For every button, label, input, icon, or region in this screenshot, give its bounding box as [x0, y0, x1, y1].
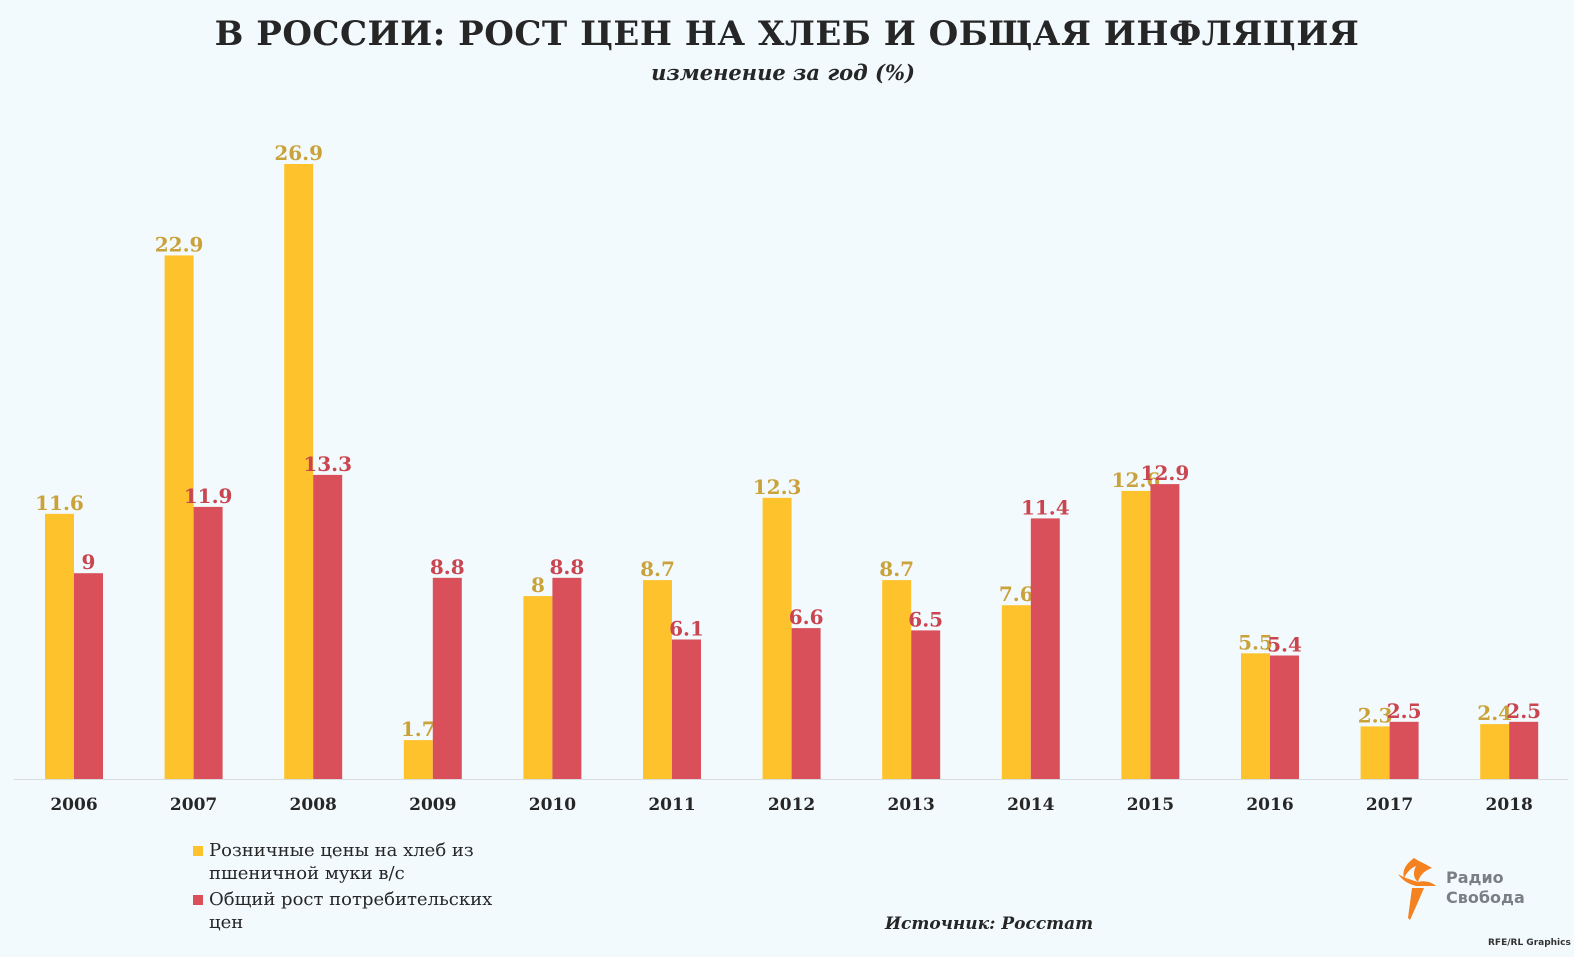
bar-bread-2006 [45, 513, 74, 779]
x-tick-label-2017: 2017 [1366, 795, 1413, 815]
x-tick-label-2011: 2011 [648, 795, 695, 815]
data-label-cpi-2006: 9 [82, 550, 96, 574]
data-label-bread-2012: 12.3 [753, 475, 802, 499]
chart-subtitle: изменение за год (%) [651, 60, 915, 85]
bar-cpi-2015 [1150, 484, 1180, 779]
bar-cpi-2014 [1030, 518, 1060, 779]
data-label-bread-2016: 5.5 [1238, 630, 1273, 654]
legend-label-bread: Розничные цены на хлеб из пшеничной муки… [209, 840, 474, 884]
bar-bread-2015 [1121, 490, 1151, 779]
data-label-bread-2013: 8.7 [879, 557, 914, 581]
bar-bread-2016 [1241, 653, 1270, 779]
graphics-credit: RFE/RL Graphics [1488, 938, 1571, 948]
legend-swatch-cpi [193, 895, 203, 905]
data-label-cpi-2015: 12.9 [1141, 461, 1190, 485]
bar-bread-2010 [523, 596, 553, 779]
data-label-cpi-2013: 6.5 [908, 607, 943, 631]
bar-cpi-2007 [193, 506, 223, 779]
x-tick-label-2010: 2010 [529, 795, 576, 815]
data-label-cpi-2017: 2.5 [1387, 699, 1422, 723]
bar-bread-2009 [403, 740, 433, 779]
bar-cpi-2008 [313, 474, 343, 779]
source-note: Источник: Росстат [885, 914, 1094, 934]
logo-line-1: Радио [1446, 868, 1504, 887]
bar-cpi-2016 [1270, 655, 1299, 779]
bar-bread-2008 [284, 164, 314, 779]
data-label-cpi-2014: 11.4 [1021, 495, 1070, 519]
bar-cpi-2017 [1389, 721, 1419, 779]
x-tick-label-2016: 2016 [1246, 795, 1293, 815]
x-tick-label-2015: 2015 [1127, 795, 1174, 815]
bar-cpi-2018 [1509, 721, 1539, 779]
data-label-cpi-2012: 6.6 [789, 605, 824, 629]
bar-chart: 11.6 9 2006 22.9 11.9 2007 26.9 13.3 2008 1.7 8.8 2… [14, 141, 1568, 815]
data-label-cpi-2008: 13.3 [303, 452, 352, 476]
bar-bread-2011 [643, 580, 672, 779]
chart-title: В РОССИИ: РОСТ ЦЕН НА ХЛЕБ И ОБЩАЯ ИНФЛЯ… [214, 14, 1360, 54]
data-label-bread-2018: 2.4 [1477, 701, 1512, 725]
bar-cpi-2010 [552, 577, 582, 779]
x-tick-label-2006: 2006 [50, 795, 97, 815]
bar-cpi-2011 [672, 639, 701, 779]
radio-svoboda-logo: Радио Свобода [1392, 850, 1532, 925]
data-label-bread-2011: 8.7 [640, 557, 675, 581]
data-label-bread-2017: 2.3 [1358, 703, 1393, 727]
logo-line-2: Свобода [1446, 888, 1525, 907]
legend-label-cpi: Общий рост потребительских цен [209, 889, 493, 933]
data-label-cpi-2016: 5.4 [1267, 633, 1302, 657]
data-label-bread-2008: 26.9 [274, 141, 323, 165]
data-label-cpi-2007: 11.9 [184, 484, 233, 508]
bar-bread-2017 [1360, 726, 1390, 779]
logo-text: Радио Свобода [1446, 868, 1525, 908]
data-label-bread-2007: 22.9 [155, 232, 204, 256]
data-label-bread-2010: 8 [531, 573, 545, 597]
x-tick-label-2008: 2008 [290, 795, 337, 815]
data-label-cpi-2011: 6.1 [669, 617, 704, 641]
bar-bread-2014 [1001, 605, 1031, 779]
x-tick-label-2018: 2018 [1486, 795, 1533, 815]
x-tick-label-2014: 2014 [1007, 795, 1054, 815]
data-label-cpi-2009: 8.8 [430, 555, 465, 579]
bar-cpi-2012 [791, 628, 821, 779]
bar-bread-2012 [762, 497, 792, 779]
data-label-bread-2006: 11.6 [35, 491, 84, 515]
bar-bread-2007 [164, 255, 194, 779]
x-tick-label-2007: 2007 [170, 795, 217, 815]
data-label-cpi-2010: 8.8 [550, 555, 585, 579]
bar-cpi-2006 [74, 573, 103, 779]
data-label-bread-2009: 1.7 [401, 717, 436, 741]
bar-cpi-2013 [911, 630, 941, 779]
bar-cpi-2009 [432, 577, 462, 779]
data-label-cpi-2018: 2.5 [1506, 699, 1541, 723]
x-tick-label-2013: 2013 [888, 795, 935, 815]
x-tick-label-2009: 2009 [409, 795, 456, 815]
bar-bread-2018 [1480, 724, 1510, 779]
torch-icon [1398, 858, 1436, 920]
data-label-bread-2014: 7.6 [999, 582, 1034, 606]
legend-swatch-bread [193, 846, 203, 856]
x-tick-label-2012: 2012 [768, 795, 815, 815]
bar-bread-2013 [882, 580, 912, 779]
